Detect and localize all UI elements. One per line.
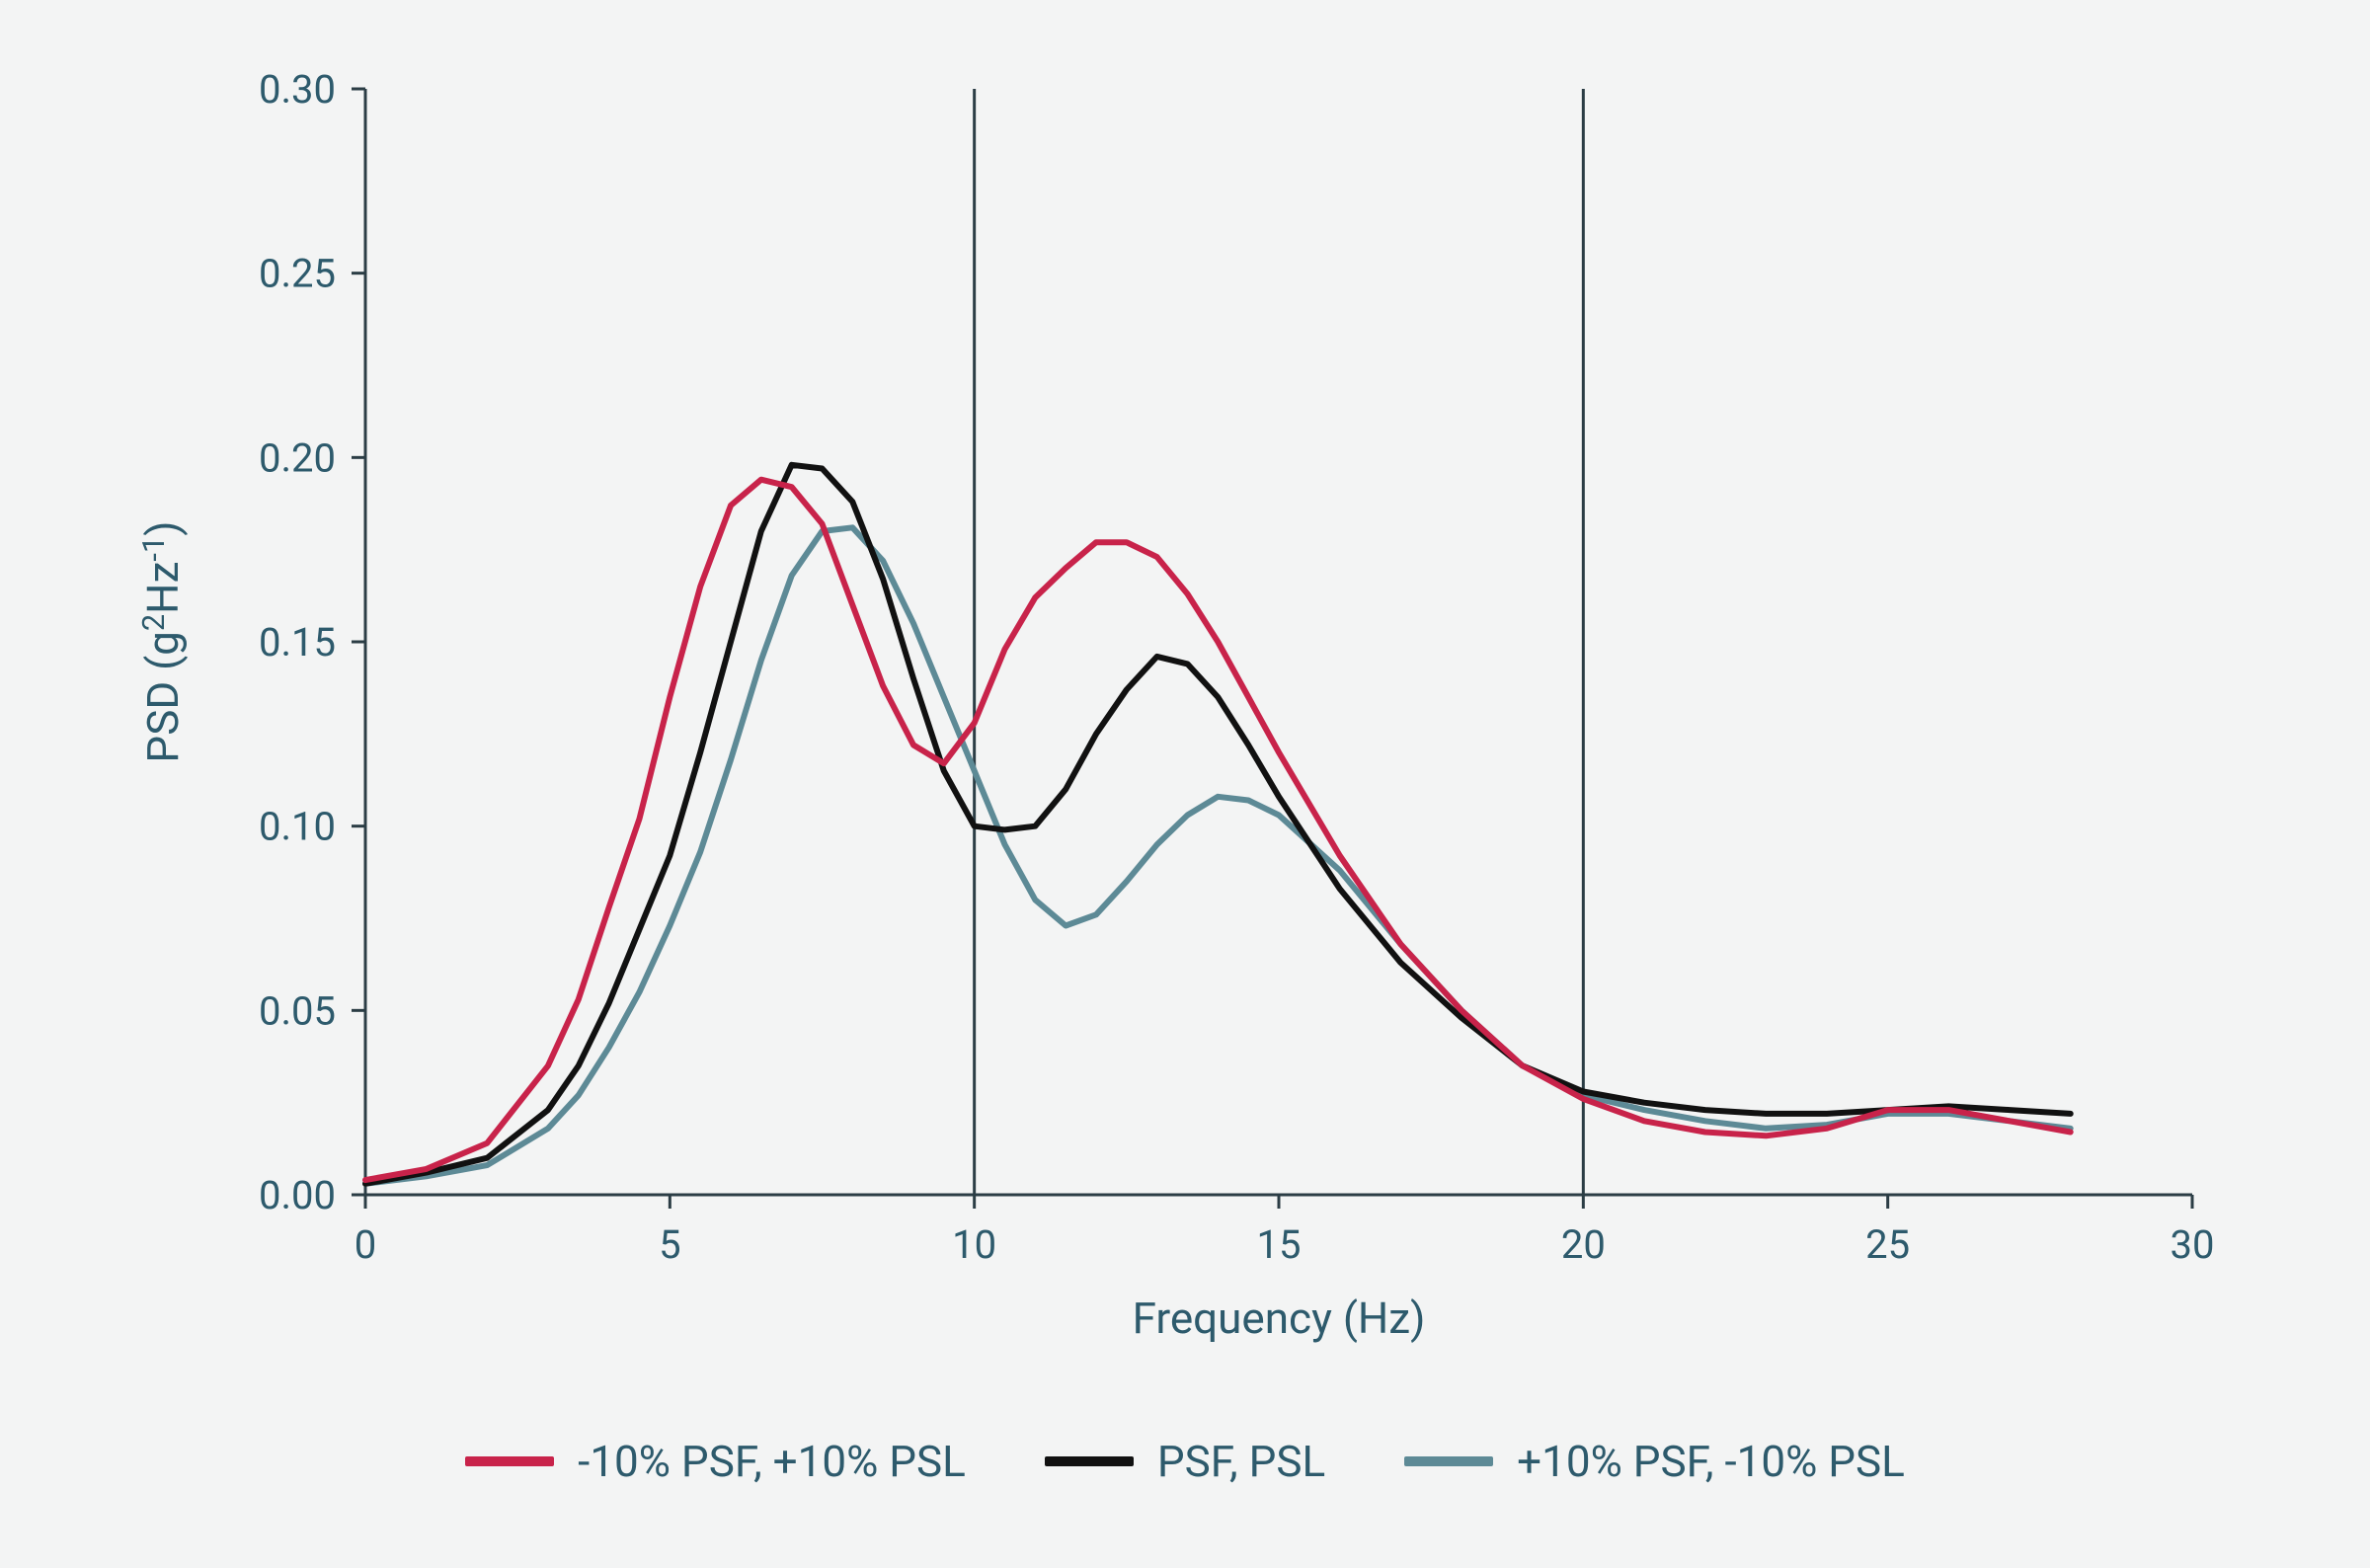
- legend-swatch: [465, 1456, 554, 1466]
- x-tick-label: 10: [952, 1221, 996, 1268]
- series-line: [365, 480, 2071, 1180]
- x-axis-title: Frequency (Hz): [1133, 1293, 1426, 1344]
- y-tick-label: 0.10: [259, 804, 336, 850]
- legend-item: +10% PSF, -10% PSL: [1404, 1436, 1905, 1487]
- y-tick-label: 0.30: [259, 66, 336, 113]
- series-line: [365, 527, 2071, 1184]
- y-tick-label: 0.25: [259, 251, 336, 297]
- chart-container: 0 5 10 15 20 25 30 0.00 0.05 0.10 0.15 0.20 0.25 0.30…: [0, 0, 2370, 1568]
- y-tick-label: 0.20: [259, 434, 336, 481]
- legend-item: -10% PSF, +10% PSL: [465, 1436, 966, 1487]
- x-tick-label: 0: [355, 1221, 376, 1268]
- y-tick-label: 0.05: [259, 987, 336, 1034]
- y-axis-title: PSD (g2Hz-1): [135, 520, 189, 762]
- legend-swatch: [1045, 1456, 1134, 1466]
- x-tick-label: 5: [659, 1221, 680, 1268]
- legend-label: +10% PSF, -10% PSL: [1517, 1436, 1905, 1487]
- x-tick-label: 25: [1865, 1221, 1910, 1268]
- legend-label: -10% PSF, +10% PSL: [578, 1436, 966, 1487]
- y-tick-label: 0.15: [259, 619, 336, 666]
- legend-item: PSF, PSL: [1045, 1436, 1325, 1487]
- x-tick-label: 30: [2171, 1221, 2215, 1268]
- legend-swatch: [1404, 1456, 1493, 1466]
- y-tick-label: 0.00: [259, 1172, 336, 1218]
- legend-label: PSF, PSL: [1157, 1436, 1325, 1487]
- series-line: [365, 465, 2071, 1184]
- legend: -10% PSF, +10% PSL PSF, PSL +10% PSF, -10%…: [0, 1436, 2370, 1487]
- x-tick-label: 15: [1257, 1221, 1302, 1268]
- x-tick-label: 20: [1561, 1221, 1606, 1268]
- psd-line-chart: 0 5 10 15 20 25 30 0.00 0.05 0.10 0.15 0.20 0.25 0.30…: [0, 0, 2370, 1568]
